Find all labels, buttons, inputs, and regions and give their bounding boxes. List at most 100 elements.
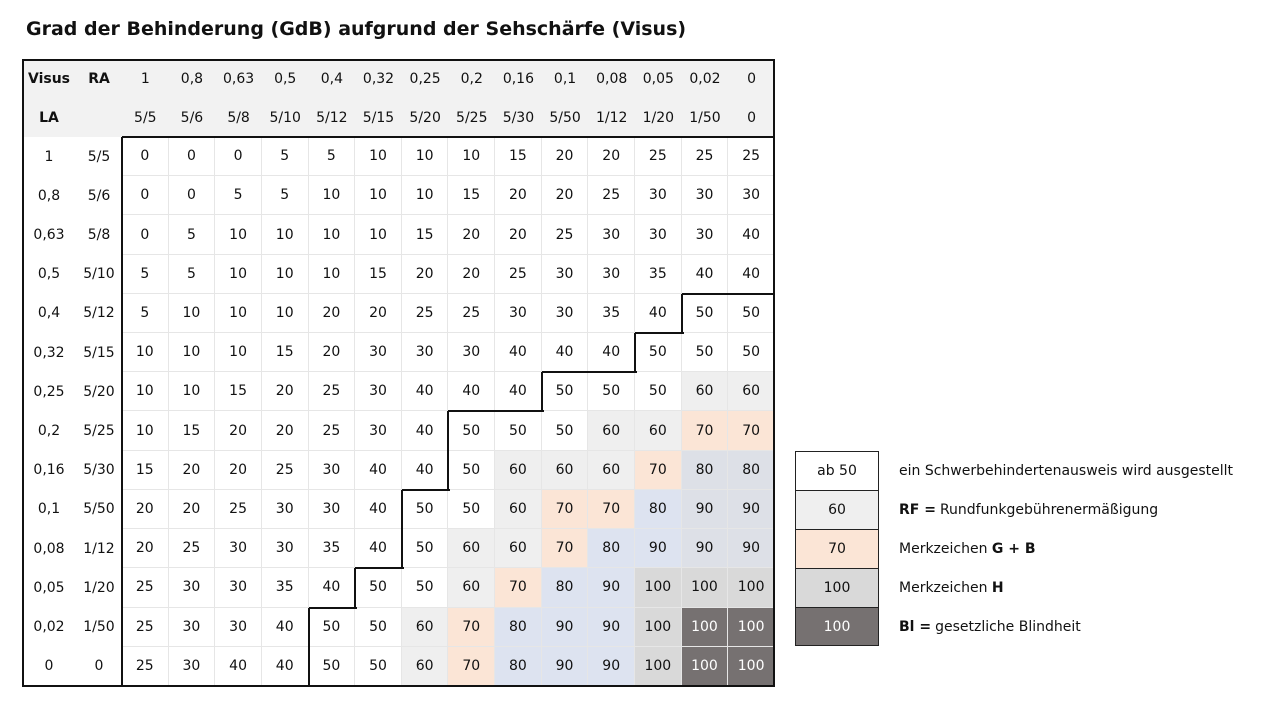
table-cell: 70 bbox=[541, 529, 589, 569]
col-header-fraction: 1/20 bbox=[635, 98, 682, 137]
table-cell: 60 bbox=[495, 450, 542, 490]
visus-header: Visus bbox=[22, 59, 76, 98]
table-cell: 20 bbox=[308, 293, 356, 334]
row-label-fraction: 5/15 bbox=[76, 333, 122, 373]
table-cell: 20 bbox=[588, 137, 636, 177]
col-header-decimal: 0,02 bbox=[681, 59, 729, 98]
row-label-fraction: 5/20 bbox=[76, 372, 122, 412]
legend-swatch: 100 bbox=[795, 568, 879, 607]
table-cell: 50 bbox=[728, 333, 775, 373]
table-cell: 100 bbox=[681, 607, 729, 647]
legend-item: 100 Bl = gesetzliche Blindheit bbox=[795, 607, 1265, 646]
table-cell: 10 bbox=[168, 333, 216, 373]
table-cell: 40 bbox=[308, 568, 356, 608]
legend-abbrev: RF = bbox=[899, 501, 936, 518]
table-cell: 10 bbox=[355, 176, 402, 216]
table-cell: 50 bbox=[635, 333, 682, 373]
table-cell: 70 bbox=[448, 607, 496, 647]
legend-swatch: ab 50 bbox=[795, 451, 879, 490]
threshold-line bbox=[681, 292, 775, 295]
col-header-fraction: 5/5 bbox=[122, 98, 169, 137]
col-header-decimal: 1 bbox=[122, 59, 169, 98]
table-cell: 25 bbox=[308, 372, 356, 412]
table-cell: 20 bbox=[122, 529, 169, 569]
threshold-line bbox=[354, 568, 357, 608]
row-label-fraction: 1/20 bbox=[76, 568, 122, 608]
table-cell: 35 bbox=[588, 293, 636, 334]
row-label-decimal: 0,2 bbox=[22, 411, 76, 451]
table-cell: 5 bbox=[308, 137, 356, 177]
col-header-decimal: 0,05 bbox=[635, 59, 682, 98]
table-cell: 0 bbox=[122, 137, 169, 177]
table-cell: 70 bbox=[541, 489, 589, 530]
table-cell: 25 bbox=[308, 411, 356, 451]
table-cell: 25 bbox=[168, 529, 216, 569]
table-cell: 40 bbox=[401, 450, 449, 490]
table-cell: 50 bbox=[355, 607, 402, 647]
table-cell: 100 bbox=[635, 646, 682, 686]
col-header-decimal: 0,25 bbox=[401, 59, 449, 98]
table-cell: 10 bbox=[308, 254, 356, 294]
row-label-decimal: 0,08 bbox=[22, 529, 76, 569]
row-label-decimal: 0,16 bbox=[22, 450, 76, 490]
table-cell: 15 bbox=[401, 215, 449, 255]
table-cell: 10 bbox=[215, 215, 262, 255]
table-cell: 10 bbox=[261, 215, 309, 255]
col-header-fraction: 1/50 bbox=[681, 98, 729, 137]
table-cell: 90 bbox=[588, 646, 636, 686]
table-cell: 10 bbox=[308, 215, 356, 255]
table-cell: 20 bbox=[448, 254, 496, 294]
table-cell: 50 bbox=[681, 333, 729, 373]
threshold-line bbox=[401, 488, 451, 491]
table-cell: 10 bbox=[261, 293, 309, 334]
col-header-decimal: 0,16 bbox=[495, 59, 542, 98]
table-cell: 25 bbox=[448, 293, 496, 334]
table-cell: 10 bbox=[168, 293, 216, 334]
table-cell: 20 bbox=[355, 293, 402, 334]
table-cell: 90 bbox=[681, 529, 729, 569]
col-header-fraction: 5/20 bbox=[401, 98, 449, 137]
table-cell: 40 bbox=[728, 215, 775, 255]
table-cell: 80 bbox=[681, 450, 729, 490]
legend-swatch: 100 bbox=[795, 607, 879, 646]
row-label-fraction: 5/10 bbox=[76, 254, 122, 294]
table-cell: 15 bbox=[215, 372, 262, 412]
table-cell: 5 bbox=[168, 215, 216, 255]
threshold-line bbox=[447, 450, 450, 490]
table-cell: 20 bbox=[308, 333, 356, 373]
table-cell: 30 bbox=[168, 568, 216, 608]
table-cell: 30 bbox=[308, 489, 356, 530]
table-cell: 10 bbox=[168, 372, 216, 412]
table-cell: 40 bbox=[635, 293, 682, 334]
threshold-line bbox=[634, 333, 637, 373]
row-label-fraction: 0 bbox=[76, 646, 122, 686]
table-cell: 30 bbox=[401, 333, 449, 373]
table-cell: 60 bbox=[635, 411, 682, 451]
header-corner bbox=[76, 98, 122, 137]
table-cell: 25 bbox=[541, 215, 589, 255]
col-header-decimal: 0,4 bbox=[308, 59, 356, 98]
table-cell: 100 bbox=[681, 646, 729, 686]
table-cell: 30 bbox=[355, 372, 402, 412]
table-cell: 30 bbox=[308, 450, 356, 490]
table-cell: 80 bbox=[635, 489, 682, 530]
table-cell: 60 bbox=[541, 450, 589, 490]
table-cell: 50 bbox=[448, 411, 496, 451]
threshold-line bbox=[448, 410, 544, 413]
legend-label: Bl = gesetzliche Blindheit bbox=[899, 607, 1081, 646]
table-cell: 40 bbox=[588, 333, 636, 373]
table-cell: 10 bbox=[122, 333, 169, 373]
table-cell: 100 bbox=[728, 568, 775, 608]
col-header-decimal: 0,2 bbox=[448, 59, 496, 98]
table-cell: 50 bbox=[448, 489, 496, 530]
legend-label: Merkzeichen G + B bbox=[899, 529, 1040, 568]
table-cell: 25 bbox=[495, 254, 542, 294]
table-cell: 5 bbox=[122, 293, 169, 334]
table-cell: 30 bbox=[495, 293, 542, 334]
table-cell: 10 bbox=[355, 215, 402, 255]
table-cell: 10 bbox=[308, 176, 356, 216]
table-cell: 80 bbox=[728, 450, 775, 490]
row-label-fraction: 5/25 bbox=[76, 411, 122, 451]
legend-abbrev: Bl = bbox=[899, 618, 932, 635]
table-cell: 40 bbox=[355, 450, 402, 490]
